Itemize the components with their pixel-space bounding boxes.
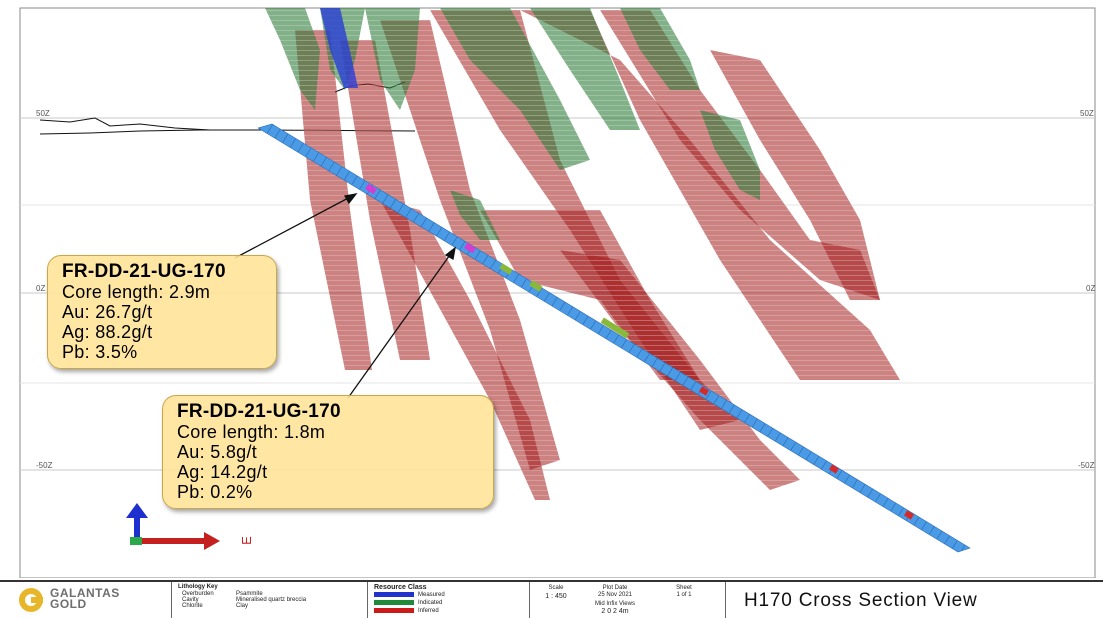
lithology-item-5: Mineralised quartz breccia	[236, 597, 307, 603]
resource-class-title: Resource Class	[374, 584, 427, 591]
drawing-info: Scale 1 : 450 Plot Date 25 Nov 2021 Shee…	[530, 582, 726, 618]
lithology-item-2: Cavity	[182, 597, 199, 603]
intercept-label-2-title: FR-DD-21-UG-170	[177, 401, 341, 422]
company-logo-icon	[19, 588, 43, 612]
intercept-label-1-title: FR-DD-21-UG-170	[62, 261, 226, 282]
intercept-label-2-ag: Ag: 14.2g/t	[177, 462, 268, 482]
resource-class-legend: Resource Class Measured Indicated Inferr…	[368, 582, 530, 618]
scale-value: 1 : 450	[545, 593, 567, 600]
intercept-label-2-au: Au: 5.8g/t	[177, 442, 258, 462]
scale-label: Scale	[548, 585, 564, 591]
intercept-label-2-core: Core length: 1.8m	[177, 422, 326, 442]
label-pointer-arrows	[234, 193, 456, 399]
lithology-key: Lithology Key Overburden Cavity Chlorite…	[172, 582, 368, 618]
intercept-label-1-pb: Pb: 3.5%	[62, 342, 138, 362]
view-title: H170 Cross Section View	[744, 590, 978, 611]
sheet-value: 1 of 1	[676, 592, 692, 598]
drillhole-trace	[257, 123, 971, 553]
intercept-label-1-core: Core length: 2.9m	[62, 282, 211, 302]
title-block: GALANTAS GOLD Lithology Key Overburden C…	[0, 580, 1103, 618]
lithology-key-title: Lithology Key	[178, 584, 218, 590]
legend-measured-label: Measured	[418, 592, 445, 599]
indicated-resource-blocks	[265, 8, 760, 240]
company-name-line2: GOLD	[50, 597, 87, 611]
sheet-label: Sheet	[676, 585, 692, 591]
elevation-label-right-50: 50Z	[1080, 109, 1094, 118]
plot-date-value: 25 Nov 2021	[597, 592, 633, 598]
lithology-item-6: Clay	[236, 603, 249, 609]
intercept-label-2-pb: Pb: 0.2%	[177, 482, 253, 502]
intercept-label-1-au: Au: 26.7g/t	[62, 302, 153, 322]
elevation-label-left-minus50: -50Z	[36, 461, 53, 470]
intercept-label-2: FR-DD-21-UG-170 Core length: 1.8m Au: 5.…	[162, 395, 494, 509]
measured-resource-blocks	[320, 8, 358, 88]
company-name-line1: GALANTAS	[50, 586, 120, 600]
lithology-item-1: Overburden	[182, 591, 214, 597]
lithology-item-3: Chlorite	[182, 603, 203, 609]
elevation-label-left-50: 50Z	[36, 109, 50, 118]
intercept-label-1-ag: Ag: 88.2g/t	[62, 322, 153, 342]
lithology-item-4: Psammite	[236, 591, 263, 597]
intercept-label-1: FR-DD-21-UG-170 Core length: 2.9m Au: 26…	[47, 255, 277, 369]
legend-indicated-label: Indicated	[418, 600, 443, 607]
legend-inferred-label: Inferred	[418, 608, 439, 615]
legend-measured-swatch	[374, 592, 414, 597]
legend-indicated-swatch	[374, 600, 414, 605]
cross-section-plot	[19, 7, 1096, 578]
elevation-label-right-minus50: -50Z	[1078, 461, 1095, 470]
compass-axes	[126, 503, 220, 550]
legend-indicated: Indicated	[374, 600, 442, 607]
company-logo: GALANTAS GOLD	[0, 582, 172, 618]
elevation-label-right-0: 0Z	[1086, 284, 1096, 293]
legend-inferred: Inferred	[374, 608, 439, 615]
view-label: Mid Infix Views	[595, 601, 635, 607]
compass-east-label: E	[238, 536, 254, 545]
legend-measured: Measured	[374, 592, 445, 599]
plot-date-label: Plot Date	[602, 585, 628, 591]
scale-bar: 2 0 2 4m	[601, 608, 629, 615]
elevation-label-left-0: 0Z	[36, 284, 46, 293]
legend-inferred-swatch	[374, 608, 414, 613]
